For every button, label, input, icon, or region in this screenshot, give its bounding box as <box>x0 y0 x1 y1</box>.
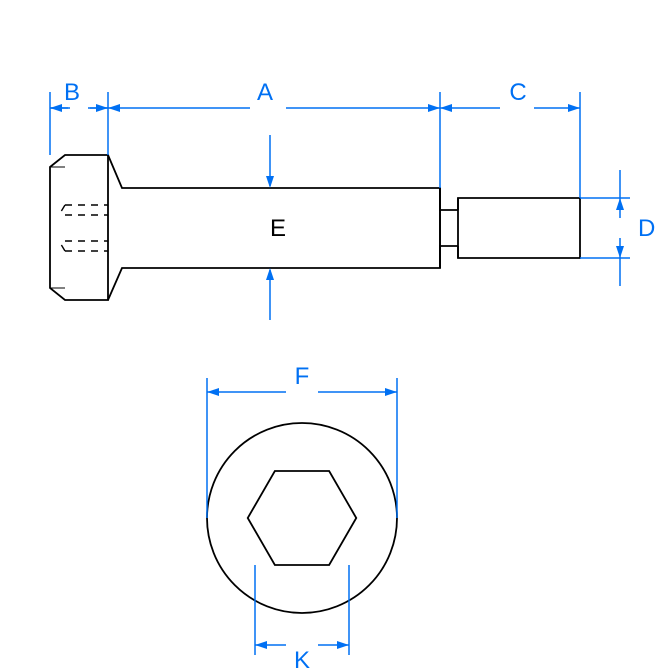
label-C: C <box>509 79 526 106</box>
label-B: B <box>64 79 80 106</box>
side-view <box>50 155 580 300</box>
dimension-lines <box>50 92 630 655</box>
shoulder-screw-diagram: A B C D E F K <box>0 0 670 670</box>
front-view <box>207 423 397 613</box>
label-E: E <box>270 215 286 242</box>
label-A: A <box>257 79 273 106</box>
dimension-labels: A B C D E F K <box>64 79 655 670</box>
label-K: K <box>294 647 310 670</box>
label-D: D <box>638 215 655 242</box>
label-F: F <box>295 363 310 390</box>
